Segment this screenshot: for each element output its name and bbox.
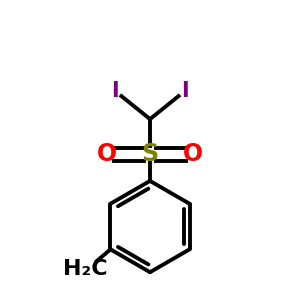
Text: I: I bbox=[111, 81, 118, 101]
Text: O: O bbox=[183, 142, 203, 167]
Text: I: I bbox=[182, 81, 189, 101]
Text: O: O bbox=[97, 142, 117, 167]
Text: H₂C: H₂C bbox=[63, 259, 108, 278]
Text: S: S bbox=[141, 142, 159, 167]
